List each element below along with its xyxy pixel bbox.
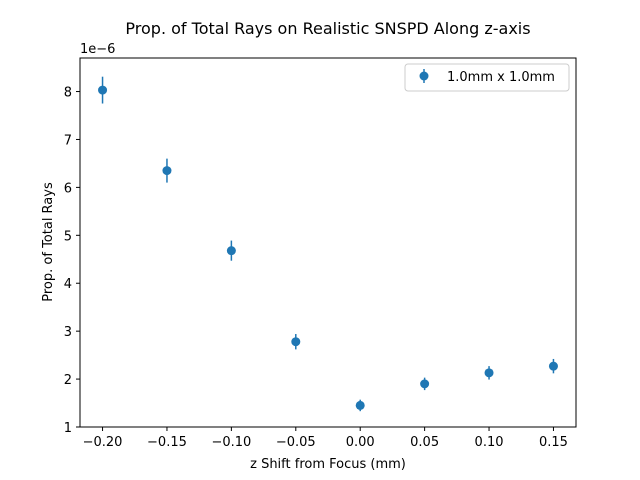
x-tick-label: 0.15 (539, 435, 568, 450)
x-tick-label: −0.15 (147, 435, 187, 450)
data-point (355, 400, 365, 410)
data-point (226, 246, 236, 256)
legend-series-marker (419, 71, 429, 81)
data-point (484, 368, 494, 378)
y-axis-ticks: 1 2 3 4 5 6 7 8 (64, 86, 80, 436)
legend: 1.0mm x 1.0mm (404, 63, 570, 92)
y-tick-label: 8 (64, 86, 72, 101)
x-tick-label: 0.10 (475, 435, 504, 450)
y-tick-label: 3 (64, 325, 72, 340)
data-point (162, 166, 172, 176)
y-tick-label: 6 (64, 181, 72, 196)
y-axis-label: Prop. of Total Rays (41, 182, 56, 302)
y-axis-scale-label: 1e−6 (80, 42, 115, 57)
legend-series-label: 1.0mm x 1.0mm (447, 70, 555, 85)
chart-title: Prop. of Total Rays on Realistic SNSPD A… (125, 19, 530, 38)
plot-area-frame (79, 57, 577, 428)
x-axis-ticks: −0.20 −0.15 −0.10 −0.05 0.00 0.05 0.10 0.15 (83, 427, 568, 450)
y-tick-label: 7 (64, 133, 72, 148)
x-tick-label: 0.05 (410, 435, 439, 450)
x-tick-label: −0.05 (276, 435, 316, 450)
data-series (98, 76, 558, 412)
data-point (291, 337, 301, 347)
y-tick-label: 4 (64, 277, 72, 292)
y-tick-label: 1 (64, 421, 72, 436)
x-tick-label: −0.10 (211, 435, 251, 450)
x-tick-label: 0.00 (346, 435, 375, 450)
y-tick-label: 2 (64, 373, 72, 388)
data-point (548, 361, 558, 371)
data-point (98, 85, 108, 95)
x-tick-label: −0.20 (83, 435, 123, 450)
data-point (420, 379, 430, 389)
x-axis-label: z Shift from Focus (mm) (250, 457, 406, 472)
y-tick-label: 5 (64, 229, 72, 244)
legend-frame (404, 63, 570, 92)
